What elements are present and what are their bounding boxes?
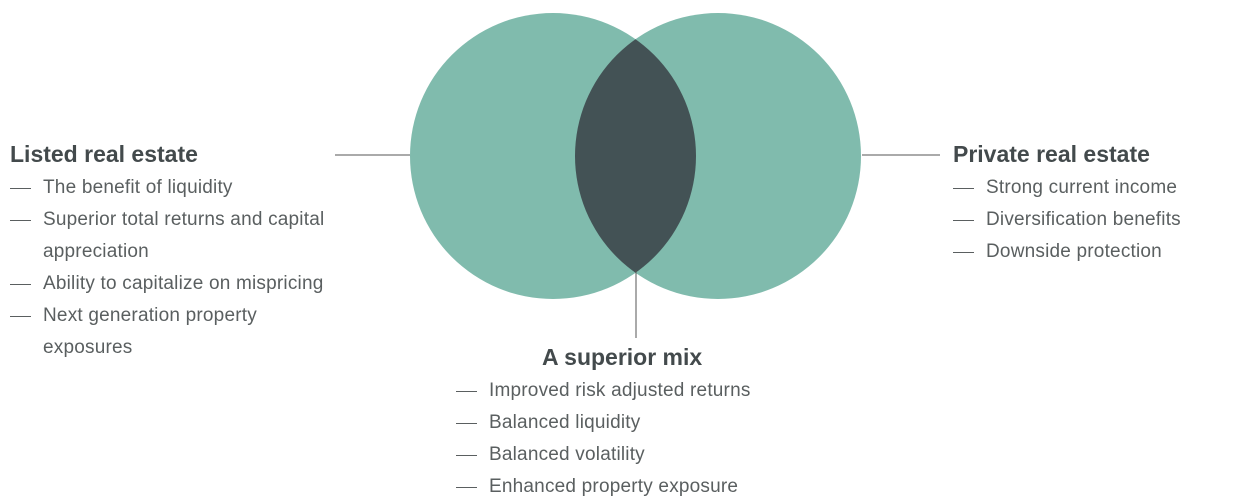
list-item: Diversification benefits — [953, 204, 1233, 236]
list-item: Enhanced property exposure — [456, 471, 836, 503]
dash — [10, 316, 31, 317]
list-item: The benefit of liquidity — [10, 172, 335, 204]
block-title: A superior mix — [542, 344, 703, 370]
list-item: Balanced volatility — [456, 439, 836, 471]
dash — [456, 391, 477, 392]
right-block: Private real estate Strong current income… — [953, 139, 1233, 268]
list-item: Downside protection — [953, 236, 1233, 268]
item-text: Strong current income — [986, 177, 1178, 198]
left-block: Listed real estate The benefit of liquidi… — [10, 139, 335, 364]
list-item: Ability to capitalize on mispricing — [10, 268, 335, 300]
dash — [10, 284, 31, 285]
item-text: Next generation property exposures — [43, 305, 257, 358]
item-text: Balanced liquidity — [489, 412, 641, 433]
list-item: Superior total returns and capital appre… — [10, 204, 335, 268]
dash — [953, 252, 974, 253]
dash — [953, 220, 974, 221]
block-title: Listed real estate — [10, 141, 198, 167]
item-text: Superior total returns and capital appre… — [43, 209, 325, 262]
item-text: The benefit of liquidity — [43, 177, 233, 198]
overlap — [575, 13, 696, 299]
item-text: Improved risk adjusted returns — [489, 380, 751, 401]
list-item: Strong current income — [953, 172, 1233, 204]
center-block: A superior mix Improved risk adjusted ret… — [456, 342, 836, 503]
item-text: Downside protection — [986, 241, 1162, 262]
list-item: Improved risk adjusted returns — [456, 375, 836, 407]
item-text: Balanced volatility — [489, 444, 645, 465]
dash — [456, 455, 477, 456]
dash — [456, 423, 477, 424]
list-item: Balanced liquidity — [456, 407, 836, 439]
dash — [456, 487, 477, 488]
list-item: Next generation property exposures — [10, 300, 335, 364]
dash — [10, 188, 31, 189]
item-text: Diversification benefits — [986, 209, 1181, 230]
block-title: Private real estate — [953, 141, 1150, 167]
dash — [953, 188, 974, 189]
item-text: Enhanced property exposure — [489, 476, 739, 497]
item-text: Ability to capitalize on mispricing — [43, 273, 324, 294]
dash — [10, 220, 31, 221]
